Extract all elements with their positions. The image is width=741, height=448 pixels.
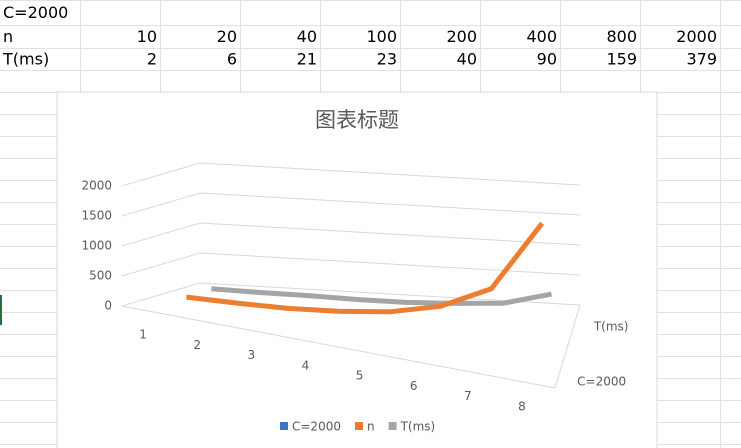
y-tick-label: 1000 — [81, 239, 112, 253]
cell: C=2000 — [3, 3, 68, 22]
chart-title: 图表标题 — [315, 108, 399, 132]
series-ribbon — [211, 286, 552, 306]
cell: 23 — [377, 50, 397, 69]
grid-line — [121, 162, 581, 187]
cell: 100 — [366, 27, 397, 46]
x-tick-label: 2 — [193, 338, 201, 352]
cell: 21 — [297, 50, 317, 69]
cell: 159 — [606, 50, 637, 69]
y-tick-label: 2000 — [81, 179, 112, 193]
cell: 2000 — [676, 27, 717, 46]
legend-label: n — [367, 420, 375, 434]
plot: 0 500 1000 1500 2000 1 2 3 4 5 6 7 8 T(ms) C=2000 C=200… — [81, 162, 629, 434]
legend-label: T(ms) — [400, 420, 436, 434]
legend-swatch — [280, 422, 288, 430]
depth-label: C=2000 — [577, 375, 626, 389]
grid-line — [121, 252, 581, 277]
x-tick-label: 5 — [356, 369, 364, 383]
chart-area[interactable] — [56, 91, 658, 448]
x-tick-label: 8 — [518, 399, 526, 413]
series-ribbon — [186, 221, 545, 315]
depth-label: T(ms) — [593, 319, 629, 333]
legend-swatch — [388, 422, 397, 430]
cell: 400 — [526, 27, 557, 46]
floor-edge — [121, 305, 556, 389]
grid-line — [121, 192, 581, 217]
cell: 40 — [297, 27, 317, 46]
x-tick-label: 1 — [139, 328, 147, 342]
cell: 2 — [147, 50, 157, 69]
cell: 200 — [446, 27, 477, 46]
cell: 379 — [686, 50, 717, 69]
grid-line — [121, 282, 581, 307]
floor-edge — [554, 304, 581, 389]
x-tick-label: 7 — [464, 389, 472, 403]
cell: 6 — [227, 50, 237, 69]
cell: n — [3, 27, 13, 46]
x-tick-label: 6 — [410, 379, 418, 393]
cell: 800 — [606, 27, 637, 46]
x-tick-label: 3 — [247, 348, 255, 362]
grid-line — [121, 222, 581, 247]
sheet-cells: C=2000 n 10 20 40 100 200 400 800 2000 T(ms) 2 6 21 23… — [2, 3, 717, 69]
y-tick-label: 0 — [104, 299, 112, 313]
y-tick-label: 500 — [89, 269, 112, 283]
cell: 20 — [217, 27, 237, 46]
legend-swatch — [354, 422, 363, 430]
x-tick-label: 4 — [302, 358, 310, 372]
legend-label: C=2000 — [292, 420, 341, 434]
cell: T(ms) — [2, 50, 49, 69]
cell: 10 — [137, 27, 157, 46]
y-tick-label: 1500 — [81, 209, 112, 223]
cell: 90 — [537, 50, 557, 69]
cell: 40 — [457, 50, 477, 69]
